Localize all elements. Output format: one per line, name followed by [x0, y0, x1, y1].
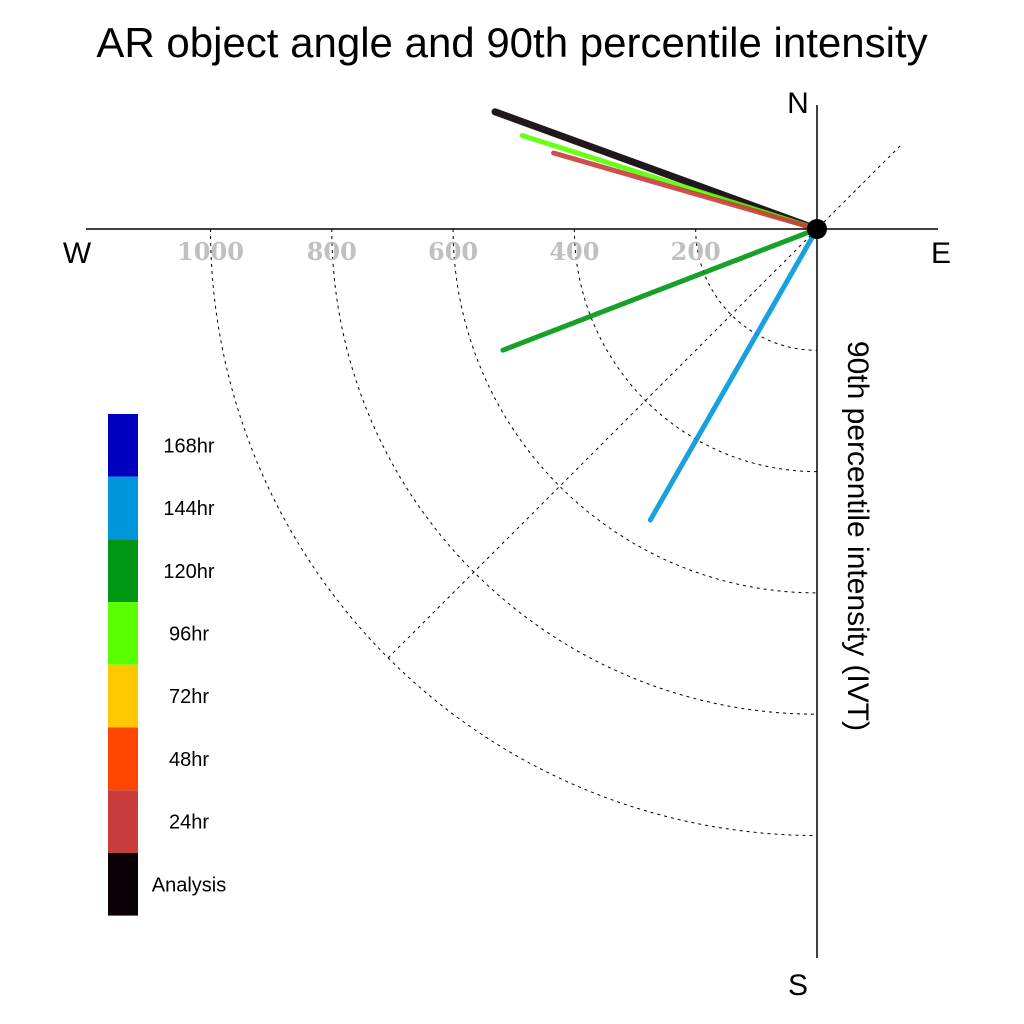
vector-24hr — [551, 150, 820, 232]
legend-swatch-24hr — [108, 790, 138, 853]
tick-label-800: 800 — [307, 237, 357, 266]
origin-marker — [807, 219, 827, 239]
legend-label-144hr: 144hr — [163, 498, 214, 520]
y-axis-label: 90th percentile intensity (IVT) — [841, 341, 874, 731]
legend-swatch-168hr — [108, 414, 138, 477]
radial-grid — [210, 142, 904, 836]
legend-label-96hr: 96hr — [169, 623, 209, 645]
vector-144hr — [647, 226, 820, 523]
compass-north-label: N — [787, 87, 809, 120]
grid-ring-600 — [452, 228, 818, 594]
compass-south-label: S — [788, 969, 808, 1002]
legend-label-24hr: 24hr — [169, 812, 209, 834]
legend-label-72hr: 72hr — [169, 686, 209, 708]
legend-swatch-72hr — [108, 664, 138, 728]
legend-label-48hr: 48hr — [169, 749, 209, 771]
tick-label-1000: 1000 — [177, 237, 244, 266]
radial-tick-labels: 200 400 600 800 1000 — [177, 237, 721, 266]
legend-label-analysis: Analysis — [152, 874, 226, 896]
vector-series — [491, 108, 821, 523]
vector-120hr — [500, 226, 820, 353]
legend-label-168hr: 168hr — [163, 435, 214, 457]
grid-diagonal — [387, 142, 904, 659]
grid-ring-800 — [331, 228, 818, 715]
chart-title: AR object angle and 90th percentile inte… — [96, 19, 927, 66]
grid-ring-400 — [573, 228, 818, 473]
legend: 168hr 144hr 120hr 96hr 72hr 48hr 24hr Analysis — [108, 414, 226, 916]
legend-swatch-144hr — [108, 476, 138, 540]
tick-label-200: 200 — [671, 237, 721, 266]
legend-label-120hr: 120hr — [163, 561, 214, 583]
legend-swatch-96hr — [108, 602, 138, 665]
legend-swatch-48hr — [108, 727, 138, 791]
compass-west-label: W — [63, 237, 92, 270]
compass-east-label: E — [931, 237, 951, 270]
legend-swatch-analysis — [108, 852, 138, 916]
legend-swatch-120hr — [108, 539, 138, 603]
tick-label-600: 600 — [428, 237, 478, 266]
tick-label-400: 400 — [549, 237, 599, 266]
